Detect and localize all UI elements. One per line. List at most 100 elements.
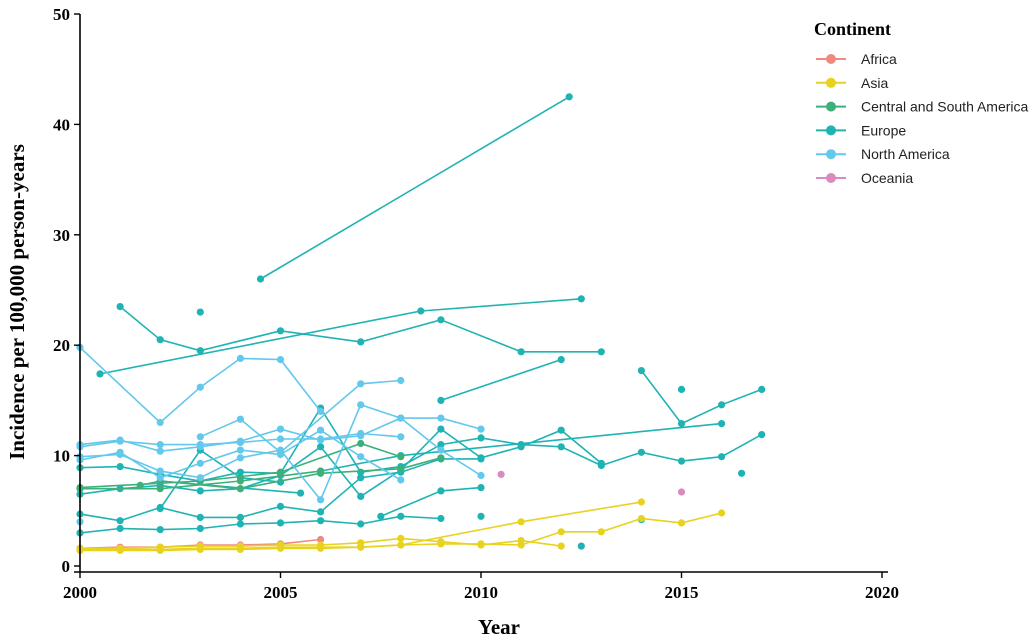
data-point: [236, 520, 244, 528]
data-point: [357, 453, 365, 461]
legend-entry-europe: Europe: [816, 122, 906, 138]
x-tick-label: 2015: [665, 583, 699, 602]
data-point: [477, 512, 485, 520]
data-point: [597, 528, 605, 536]
data-point: [196, 487, 204, 495]
data-point: [196, 433, 204, 441]
data-point: [357, 520, 365, 528]
series-europe-9: [76, 455, 485, 525]
data-point: [196, 474, 204, 482]
y-tick-label: 30: [53, 226, 70, 245]
data-point: [196, 308, 204, 316]
legend-entry-africa: Africa: [816, 51, 897, 67]
data-point: [718, 420, 726, 428]
data-point: [317, 435, 325, 443]
data-point: [116, 303, 124, 311]
data-point: [397, 476, 405, 484]
data-point: [477, 434, 485, 442]
series-europe-10: [76, 512, 445, 537]
legend-title: Continent: [814, 19, 891, 39]
series-line: [99, 298, 582, 375]
data-point: [477, 540, 485, 548]
data-point: [196, 513, 204, 522]
series-north-america-27: [76, 426, 405, 484]
data-point: [156, 546, 164, 555]
data-point: [276, 435, 285, 443]
data-point: [417, 307, 425, 315]
data-point: [597, 348, 605, 356]
data-point: [397, 512, 405, 520]
data-point: [317, 496, 325, 504]
data-point: [156, 474, 164, 482]
data-point: [236, 477, 244, 485]
legend-label: North America: [861, 146, 950, 162]
legend-label: Central and South America: [861, 99, 1029, 115]
data-point: [477, 484, 485, 492]
series-line: [260, 96, 570, 280]
data-point: [357, 492, 365, 500]
data-point: [758, 385, 766, 393]
series-oceania-33: [497, 470, 505, 478]
series-line: [440, 358, 562, 402]
legend-entry-central-and-south-america: Central and South America: [816, 99, 1029, 115]
data-point: [317, 443, 325, 451]
series-europe-4: [437, 356, 565, 404]
data-point: [236, 415, 244, 423]
data-point: [357, 429, 365, 438]
x-tick-label: 2010: [464, 583, 498, 602]
data-point: [397, 534, 405, 543]
data-point: [517, 443, 525, 451]
y-tick-label: 50: [53, 5, 70, 24]
y-tick-label: 10: [53, 447, 70, 466]
series-europe-16: [477, 512, 485, 520]
data-point: [397, 541, 405, 549]
x-tick-label: 2005: [264, 583, 298, 602]
data-point: [357, 474, 365, 482]
data-point: [637, 514, 646, 523]
data-point: [276, 356, 285, 364]
data-point: [557, 542, 565, 550]
series-line: [79, 458, 481, 522]
legend: Continent Africa Asia Central and South Am…: [814, 19, 1029, 186]
series-central-and-south-america-20: [136, 454, 445, 493]
data-point: [236, 454, 244, 462]
legend-marker: [826, 149, 836, 160]
data-point: [317, 508, 325, 516]
data-point: [397, 453, 405, 461]
data-point: [397, 376, 405, 385]
data-point: [156, 418, 164, 427]
series-europe-0: [256, 93, 573, 283]
series-europe-3: [96, 295, 585, 378]
data-point: [276, 544, 285, 552]
data-point: [397, 433, 405, 441]
data-point: [136, 481, 144, 489]
series-line: [159, 448, 281, 510]
data-point: [437, 396, 445, 404]
data-point: [236, 545, 244, 554]
data-point: [317, 535, 325, 544]
data-point: [437, 540, 445, 548]
data-point: [437, 454, 445, 462]
data-point: [196, 383, 204, 391]
legend-entry-asia: Asia: [816, 75, 888, 91]
data-point: [276, 450, 285, 459]
data-point: [317, 407, 325, 415]
data-point: [397, 414, 405, 422]
legend-entry-oceania: Oceania: [816, 170, 913, 186]
data-point: [156, 441, 164, 449]
data-point: [156, 467, 164, 475]
data-point: [718, 401, 726, 409]
data-point: [437, 487, 445, 495]
data-point: [437, 414, 445, 422]
data-point: [718, 453, 726, 461]
data-point: [437, 446, 445, 454]
data-point: [116, 463, 124, 471]
data-point: [317, 517, 325, 525]
data-point: [637, 498, 646, 506]
data-point: [276, 502, 285, 510]
legend-marker: [826, 173, 836, 183]
data-point: [477, 455, 485, 463]
data-point: [437, 425, 445, 433]
data-point: [477, 471, 485, 480]
series-oceania-34: [677, 488, 686, 496]
